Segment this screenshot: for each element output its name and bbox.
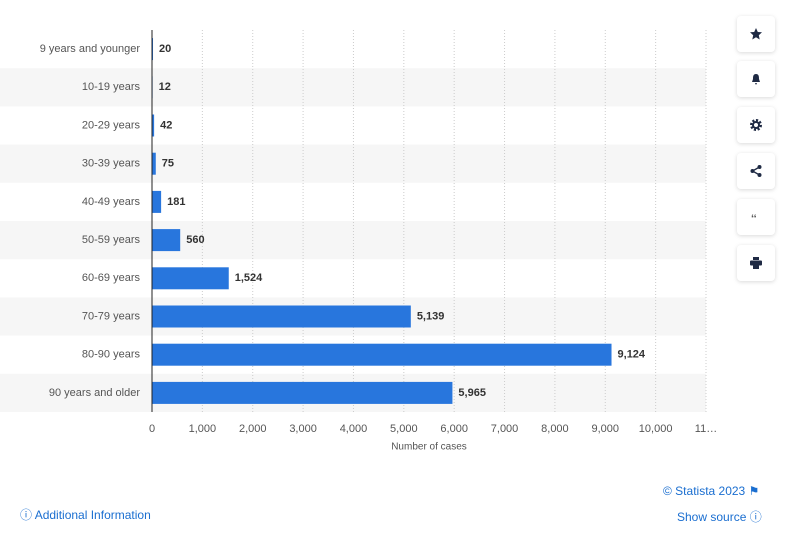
value-label: 20	[159, 43, 171, 55]
bar	[152, 152, 156, 175]
y-tick-label: 80-90 years	[82, 349, 141, 361]
x-tick-label: 3,000	[289, 423, 317, 435]
bar	[152, 305, 411, 328]
x-tick-label: 1,000	[189, 423, 217, 435]
additional-text: Additional Information	[34, 508, 151, 522]
x-tick-label: 0	[149, 423, 155, 435]
x-tick-label: 8,000	[541, 423, 569, 435]
copyright[interactable]: © Statista 2023 ⚑	[663, 484, 760, 498]
y-tick-label: 40-49 years	[82, 196, 141, 208]
x-tick-label: 5,000	[390, 423, 418, 435]
bar	[152, 343, 612, 366]
x-tick-label: 7,000	[491, 423, 519, 435]
value-label: 75	[162, 158, 174, 170]
y-tick-label: 70-79 years	[82, 310, 141, 322]
value-label: 5,965	[458, 387, 486, 399]
favorite-button[interactable]	[737, 16, 775, 52]
y-tick-label: 50-59 years	[82, 234, 141, 246]
bar	[152, 381, 453, 404]
bar	[152, 38, 154, 61]
y-tick-label: 10-19 years	[82, 81, 141, 93]
value-label: 12	[159, 81, 171, 93]
bar	[152, 229, 181, 252]
bar	[152, 267, 229, 290]
y-tick-label: 20-29 years	[82, 119, 141, 131]
x-tick-label: 10,000	[639, 423, 673, 435]
y-tick-label: 9 years and younger	[40, 43, 141, 55]
copyright-text: © Statista 2023	[663, 484, 746, 498]
x-tick-label: 2,000	[239, 423, 267, 435]
value-label: 42	[160, 119, 172, 131]
value-label: 9,124	[618, 349, 646, 361]
svg-text:‘‘: ‘‘	[751, 213, 757, 223]
value-label: 1,524	[235, 272, 263, 284]
additional-info[interactable]: ⓘ Additional Information	[20, 508, 151, 522]
y-tick-label: 60-69 years	[82, 272, 141, 284]
alert-button[interactable]	[737, 61, 775, 97]
x-axis-title: Number of cases	[391, 442, 467, 453]
settings-button[interactable]	[737, 107, 775, 143]
y-tick-label: 90 years and older	[49, 387, 140, 399]
print-button[interactable]	[737, 245, 775, 281]
source-text: Show source	[677, 510, 747, 524]
chart: 0 1,000 2,000 3,000 4,000 5,000 6,000 7,000 8,00…	[39, 30, 718, 453]
bar	[152, 190, 162, 213]
x-tick-label: 6,000	[440, 423, 468, 435]
share-button[interactable]	[737, 153, 775, 189]
value-label: 560	[186, 234, 204, 246]
value-label: 5,139	[417, 310, 445, 322]
x-tick-label: 4,000	[340, 423, 368, 435]
x-tick-label: 11…	[695, 423, 717, 435]
bar	[152, 114, 155, 137]
value-label: 181	[167, 196, 185, 208]
x-tick-label: 9,000	[592, 423, 620, 435]
cite-button[interactable]: ‘‘	[737, 199, 775, 235]
y-tick-label: 30-39 years	[82, 158, 141, 170]
show-source[interactable]: Show source ⓘ	[677, 510, 762, 524]
